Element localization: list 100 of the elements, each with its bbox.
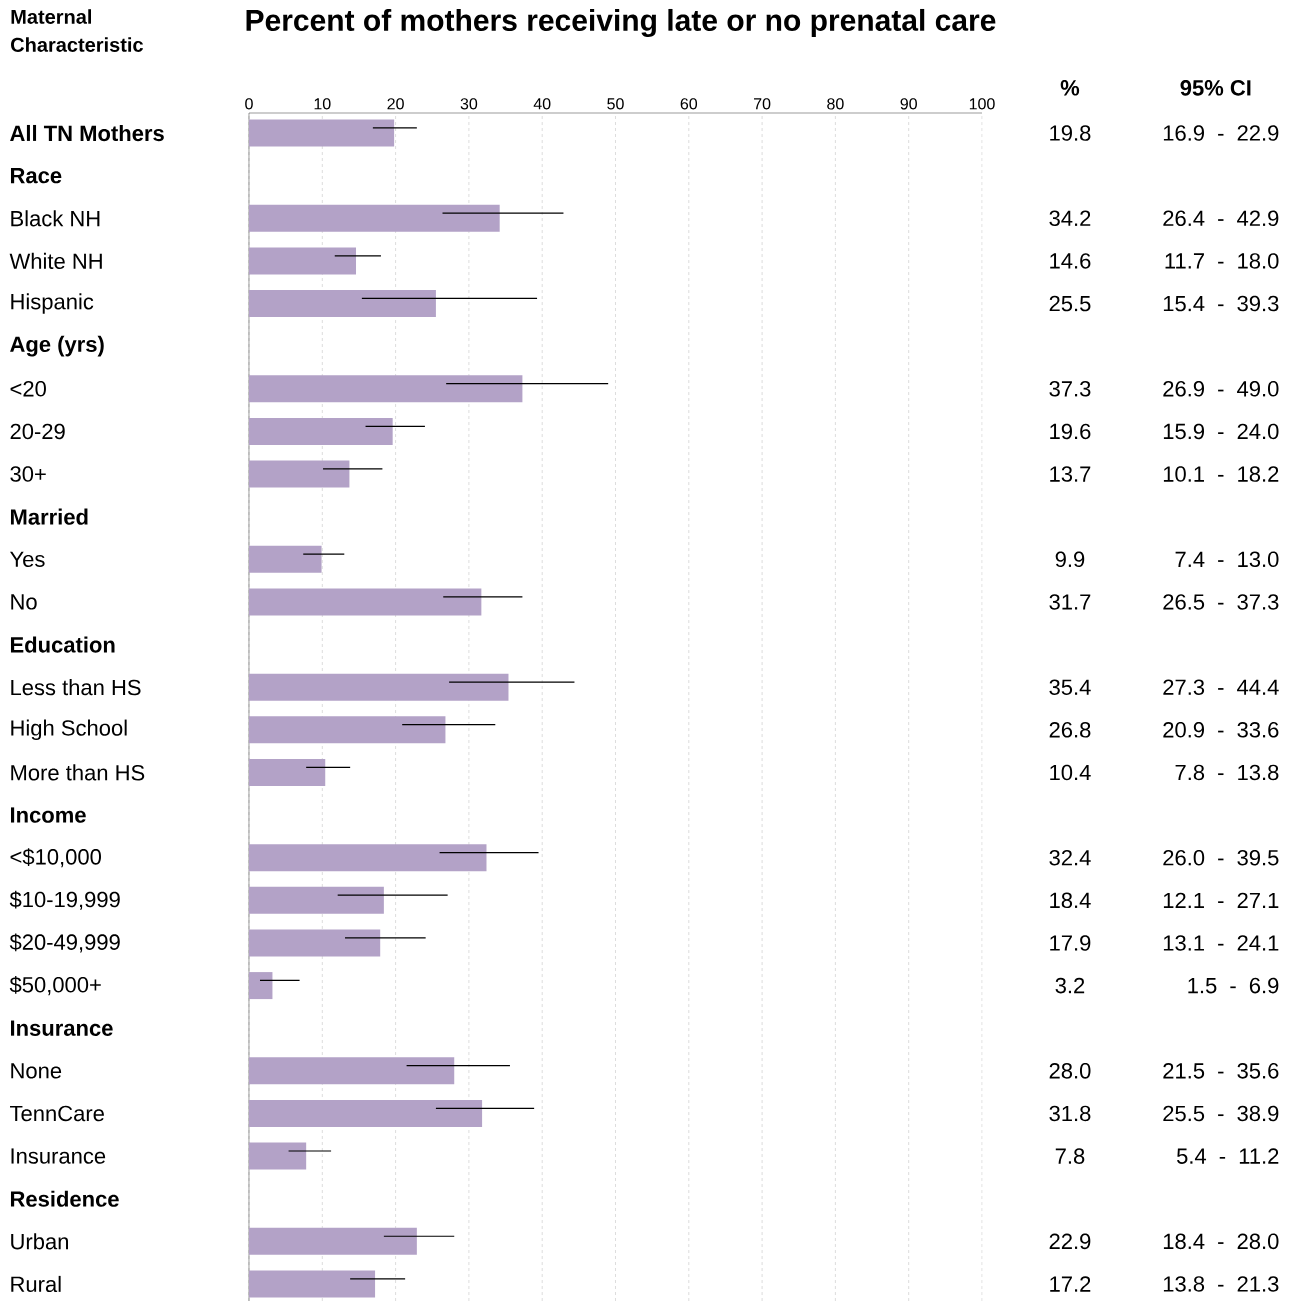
y-tick-label: Hispanic xyxy=(11,293,94,314)
text: 7.8 - 13.8 xyxy=(1175,764,1279,781)
text: 27.3 - 44.4 xyxy=(1163,679,1279,695)
data-label: 10.4 xyxy=(1050,764,1091,781)
y-tick-label: All TN Mothers xyxy=(10,124,164,142)
y-tick-label: Insurance xyxy=(11,1148,106,1164)
bar xyxy=(249,929,381,957)
bar xyxy=(249,1142,307,1170)
data-label: 17.2 xyxy=(1050,1276,1091,1292)
bar xyxy=(249,1227,417,1255)
x-tick-label: 50 xyxy=(607,98,624,110)
y-tick-label: Black NH xyxy=(11,210,100,227)
data-label: 26.8 xyxy=(1049,722,1091,738)
text: 16.9 - 22.9 xyxy=(1163,125,1279,141)
text: 21.5 - 35.6 xyxy=(1163,1063,1279,1079)
data-label: 17.9 xyxy=(1050,935,1091,951)
data-label: 14.6 xyxy=(1050,253,1091,269)
y-tick-label: Income xyxy=(10,807,86,823)
y-tick-label: Urban xyxy=(11,1233,68,1250)
x-tick-label: 60 xyxy=(680,98,698,110)
x-tick-label: 70 xyxy=(754,98,771,110)
y-tick-label: Yes xyxy=(9,551,45,567)
bar xyxy=(249,247,357,275)
y-tick-label: More than HS xyxy=(11,764,145,781)
y-tick-label: <$10,000 xyxy=(10,848,101,868)
bar xyxy=(249,460,350,488)
y-tick-label: <20 xyxy=(10,381,46,397)
y-tick-label: 30+ xyxy=(10,466,46,482)
y-tick-label: Education xyxy=(10,636,115,653)
y-tick-label: TennCare xyxy=(10,1105,104,1122)
bar xyxy=(249,716,446,744)
x-tick-label: 80 xyxy=(827,98,844,110)
data-label: 7.8 xyxy=(1055,1148,1085,1164)
y-tick-label: Insurance xyxy=(10,1020,113,1036)
bar xyxy=(249,1057,455,1085)
data-label: 3.2 xyxy=(1055,977,1085,994)
text: 11.7 - 18.0 xyxy=(1165,253,1279,269)
text: 25.5 - 38.9 xyxy=(1163,1105,1279,1122)
bar xyxy=(249,290,436,318)
y-tick-label: High School xyxy=(11,719,127,741)
text: 26.9 - 49.0 xyxy=(1163,381,1279,397)
bar xyxy=(249,972,273,1000)
y-tick-label: Less than HS xyxy=(11,679,141,696)
bar xyxy=(249,375,523,403)
bar xyxy=(249,1270,376,1298)
text: 5.4 - 11.2 xyxy=(1176,1148,1279,1164)
y-tick-label: Age (yrs) xyxy=(10,335,104,357)
y-tick-label: $20-49,999 xyxy=(9,933,120,953)
text: 12.1 - 27.1 xyxy=(1163,892,1279,909)
data-label: 25.5 xyxy=(1049,295,1091,312)
bar xyxy=(249,673,509,701)
y-tick-label: No xyxy=(11,594,37,610)
y-tick-label: 20-29 xyxy=(10,423,65,440)
y-tick-label: White NH xyxy=(9,252,102,270)
data-label: 19.6 xyxy=(1050,423,1091,440)
y-tick-label: $50,000+ xyxy=(9,976,101,996)
bar xyxy=(249,758,326,786)
bar xyxy=(249,417,393,445)
bar xyxy=(249,119,395,147)
y-tick-label: None xyxy=(11,1063,62,1079)
x-tick-label: 100 xyxy=(969,98,995,110)
text: 15.4 - 39.3 xyxy=(1163,295,1279,312)
data-label: 9.9 xyxy=(1055,551,1085,568)
y-tick-label: Married xyxy=(10,508,88,525)
data-label: 13.7 xyxy=(1050,466,1091,482)
x-tick-label: 20 xyxy=(387,98,404,110)
data-label: 28.0 xyxy=(1049,1063,1091,1079)
data-label: 37.3 xyxy=(1049,381,1091,397)
text: % xyxy=(1060,80,1080,96)
data-label: 22.9 xyxy=(1049,1233,1091,1250)
data-label: 18.4 xyxy=(1050,892,1091,909)
y-axis-title: Maternal Characteristic xyxy=(11,9,143,52)
bar xyxy=(249,1099,483,1127)
bar xyxy=(249,545,322,573)
bar xyxy=(249,588,482,616)
text: 95% CI xyxy=(1180,80,1251,96)
text: 18.4 - 28.0 xyxy=(1163,1233,1279,1250)
bar xyxy=(249,844,487,872)
data-label: 31.7 xyxy=(1049,594,1091,610)
text: 7.4 - 13.0 xyxy=(1175,551,1279,568)
text: 1.5 - 6.9 xyxy=(1188,977,1279,994)
y-tick-label: $10-19,999 xyxy=(9,890,120,910)
x-tick-label: 40 xyxy=(533,98,551,110)
y-tick-label: Rural xyxy=(11,1275,61,1293)
x-tick-label: 0 xyxy=(245,98,253,110)
y-tick-label: Race xyxy=(10,168,62,184)
x-tick-label: 90 xyxy=(900,98,917,110)
data-label: 34.2 xyxy=(1049,210,1091,227)
y-tick-label: Residence xyxy=(10,1190,119,1207)
text: 26.4 - 42.9 xyxy=(1163,210,1279,227)
data-label: 35.4 xyxy=(1049,679,1091,695)
text: 10.1 - 18.2 xyxy=(1163,466,1279,482)
text: 20.9 - 33.6 xyxy=(1163,722,1279,738)
bar xyxy=(249,204,500,232)
data-label: 32.4 xyxy=(1049,849,1091,866)
x-tick-label: 10 xyxy=(314,98,331,110)
text: 26.0 - 39.5 xyxy=(1163,849,1279,866)
chart-title: Percent of mothers receiving late or no prenatal care xyxy=(246,8,996,38)
bar xyxy=(249,886,384,914)
text: 26.5 - 37.3 xyxy=(1163,594,1279,610)
